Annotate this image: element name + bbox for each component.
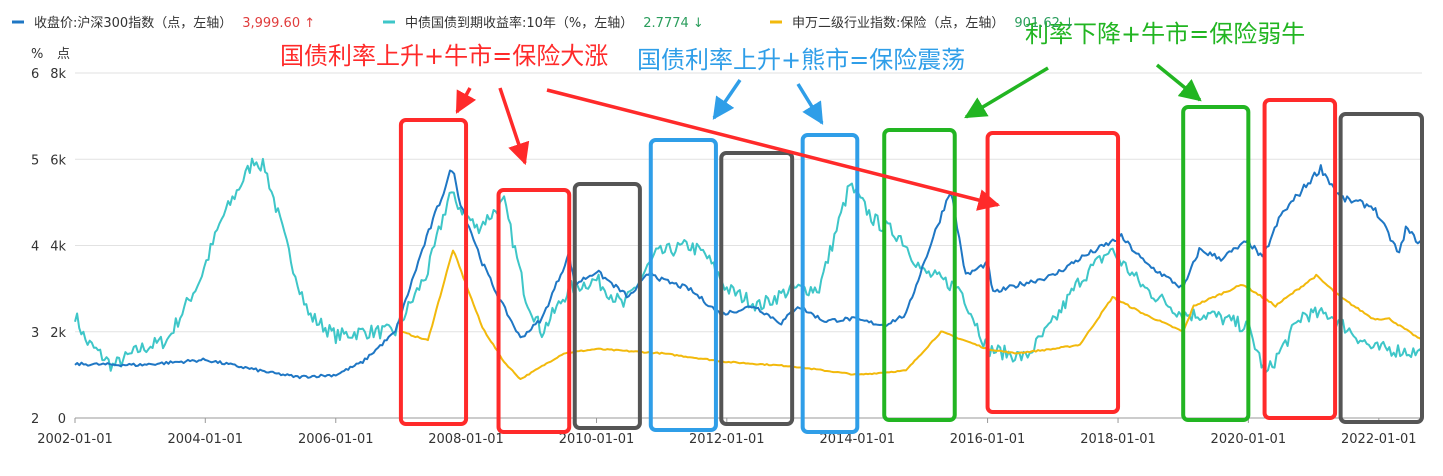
legend-name: 中债国债到期收益率:10年（%，左轴）	[405, 15, 633, 31]
y-tick-label-left: 5	[31, 153, 39, 168]
annotation-arrow	[455, 87, 477, 114]
highlight-box	[985, 131, 1121, 414]
y-tick-label-left: 4	[31, 240, 39, 255]
highlight-box	[1262, 98, 1338, 420]
series-line	[74, 164, 1423, 380]
highlight-box	[882, 128, 957, 422]
x-tick-label: 2014-01-01	[820, 432, 896, 447]
legend-item: 申万二级行业指数:保险（点，左轴） 901.62 ↓	[770, 16, 1075, 31]
legend-name: 申万二级行业指数:保险（点，左轴）	[792, 16, 1004, 31]
legend-name: 收盘价:沪深300指数（点，左轴）	[34, 15, 232, 31]
x-tick-label: 2020-01-01	[1211, 432, 1287, 447]
legend-item: 中债国债到期收益率:10年（%，左轴） 2.7774 ↓	[383, 15, 704, 31]
series-line	[400, 249, 1423, 380]
y-tick-label-left: 3	[31, 326, 39, 341]
y-unit-right: 点	[57, 47, 70, 62]
highlight-box	[648, 138, 718, 432]
x-tick-label: 2018-01-01	[1080, 432, 1156, 447]
x-tick-label: 2002-01-01	[37, 432, 113, 447]
highlight-box	[719, 151, 795, 426]
annotation-arrow	[498, 87, 530, 166]
series-line	[74, 157, 1423, 374]
y-tick-label-right: 4k	[50, 240, 66, 255]
x-tick-label: 2012-01-01	[689, 432, 765, 447]
y-tick-label-right: 8k	[50, 67, 66, 82]
x-tick-label: 2010-01-01	[559, 432, 635, 447]
annotation-arrow	[796, 83, 824, 125]
highlight-box	[800, 133, 860, 434]
annotation-text: 国债利率上升+牛市=保险大涨	[280, 42, 608, 70]
x-tick-label: 2016-01-01	[950, 432, 1026, 447]
y-tick-label-right: 0	[58, 412, 66, 427]
highlight-box	[1181, 105, 1251, 422]
y-tick-label-right: 2k	[50, 326, 66, 341]
annotation-arrow	[1155, 63, 1202, 102]
x-tick-label: 2006-01-01	[298, 432, 374, 447]
y-tick-label-left: 6	[31, 67, 39, 82]
legend-value: 3,999.60 ↑	[242, 16, 315, 31]
highlight-box	[496, 188, 572, 434]
legend-value: 2.7774 ↓	[643, 16, 704, 31]
x-tick-label: 2008-01-01	[428, 432, 504, 447]
annotation-arrow	[964, 66, 1049, 119]
y-unit-left: %	[31, 47, 43, 62]
legend-item: 收盘价:沪深300指数（点，左轴） 3,999.60 ↑	[12, 15, 315, 31]
x-tick-label: 2004-01-01	[168, 432, 244, 447]
y-tick-label-right: 6k	[50, 153, 66, 168]
legend-label: 中债国债到期收益率:10年（%，左轴） 2.7774 ↓	[405, 15, 704, 31]
legend-label: 申万二级行业指数:保险（点，左轴） 901.62 ↓	[792, 16, 1075, 31]
highlight-box	[572, 182, 642, 430]
x-tick-label: 2022-01-01	[1341, 432, 1417, 447]
y-tick-label-left: 2	[31, 412, 39, 427]
annotation-text: 国债利率上升+熊市=保险震荡	[637, 46, 965, 74]
highlight-box	[1338, 112, 1424, 424]
legend-value: 901.62 ↓	[1014, 16, 1075, 31]
legend-label: 收盘价:沪深300指数（点，左轴） 3,999.60 ↑	[34, 15, 315, 31]
annotation-arrow	[546, 88, 1001, 211]
highlight-box	[398, 118, 469, 426]
annotation-text: 利率下降+牛市=保险弱牛	[1025, 20, 1305, 48]
annotation-arrow	[712, 79, 742, 120]
